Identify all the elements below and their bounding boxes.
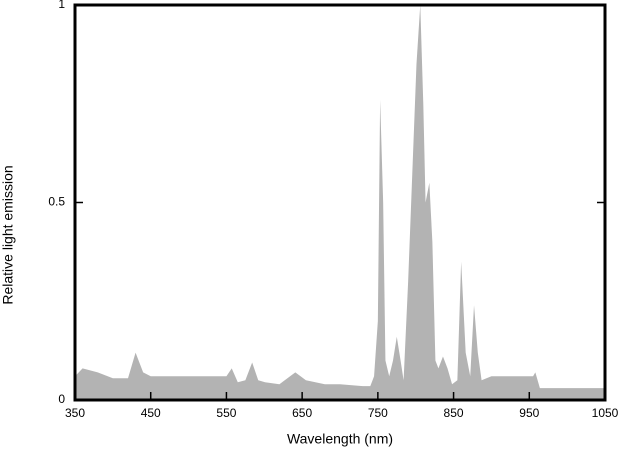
y-tick-label: 0	[58, 392, 65, 406]
plot-frame	[73, 3, 607, 402]
x-tick-label: 850	[444, 406, 464, 420]
x-tick-label: 650	[292, 406, 312, 420]
x-tick-label: 1050	[592, 406, 618, 420]
x-tick-label: 350	[65, 406, 85, 420]
x-tick-label: 750	[368, 406, 388, 420]
x-tick-label: 450	[141, 406, 161, 420]
y-axis-title: Relative light emission	[0, 165, 16, 304]
area	[75, 5, 605, 400]
x-tick-label: 550	[216, 406, 236, 420]
y-tick-label: 0.5	[48, 195, 65, 209]
y-tick-label: 1	[58, 0, 65, 11]
x-axis-title: Wavelength (nm)	[287, 431, 393, 447]
x-tick-label: 950	[519, 406, 539, 420]
